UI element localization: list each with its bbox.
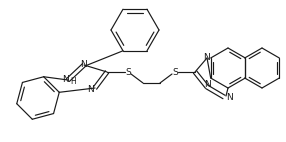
Text: S: S — [125, 67, 131, 77]
Text: N: N — [80, 59, 86, 68]
Text: H: H — [70, 77, 76, 85]
Text: N: N — [61, 75, 68, 83]
Text: N: N — [202, 53, 209, 61]
Text: N: N — [87, 84, 93, 93]
Text: N: N — [226, 93, 233, 103]
Text: S: S — [172, 67, 178, 77]
Text: N: N — [204, 80, 210, 89]
